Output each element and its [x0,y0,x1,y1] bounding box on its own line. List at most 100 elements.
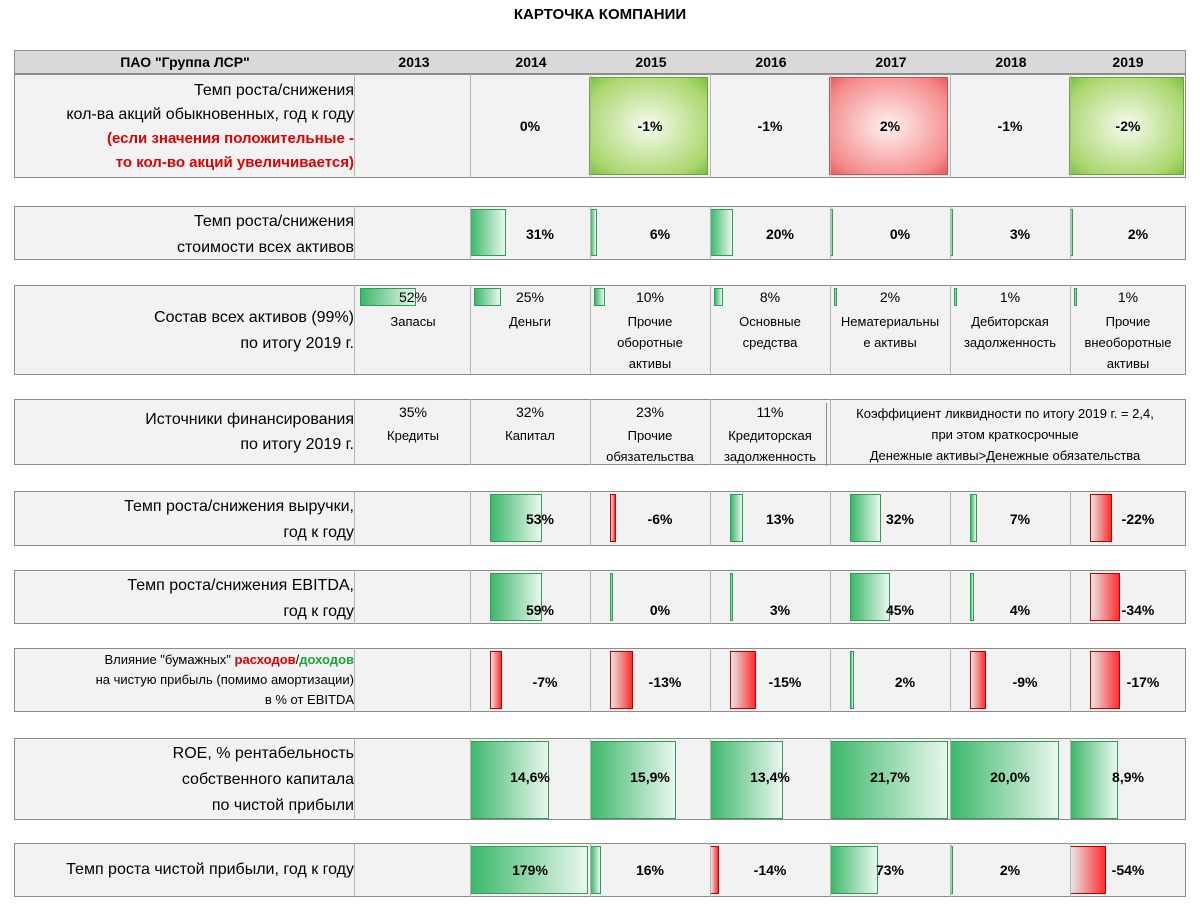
roe-label-1: ROE, % рентабельность [172,745,354,762]
col-sep-6-6 [1070,648,1071,712]
liquidity-note: Коэффициент ликвидности по итогу 2019 г.… [826,403,1183,466]
col-sep-8-3 [710,843,711,897]
asset-share-name: оборотные [617,335,683,350]
financing-name: Прочие [627,428,673,443]
col-sep-3-4 [830,399,831,465]
col-sep-5-1 [470,570,471,624]
net_profit-value: 73% [875,862,905,878]
paper-bar [490,651,503,709]
col-sep-5-3 [710,570,711,624]
asset-share-pct: 10% [635,289,665,305]
liquidity-line-2: при этом краткосрочные [931,427,1079,442]
col-sep-7-6 [1070,738,1071,820]
col-sep-8-1 [470,843,471,897]
asset-share-bar [714,288,723,306]
paper-value: -17% [1126,674,1160,690]
asset-share-name: задолженность [963,335,1057,350]
shares-note-2: то кол-во акций увеличивается) [115,154,354,171]
ebitda-bar [850,573,890,621]
roe-value: 15,9% [630,769,670,785]
col-sep-8-0 [354,843,355,897]
year-2018: 2018 [995,54,1027,70]
col-sep-6-4 [830,648,831,712]
asset-share-bar [954,288,957,306]
asset-share-pct: 52% [398,289,428,305]
col-sep-6-3 [710,648,711,712]
col-sep-7-2 [590,738,591,820]
company-name: ПАО "Группа ЛСР" [120,54,250,70]
paper-row [14,648,1186,712]
roe-bar [1070,741,1119,819]
header-row: ПАО "Группа ЛСР" 2013 2014 2015 2016 201… [14,50,1186,74]
col-sep-5-4 [830,570,831,624]
asset-share-name: активы [1106,356,1150,371]
paper-sep: / [295,652,300,667]
assets-growth-label-2: стоимости всех активов [177,239,354,256]
paper-bar [850,651,854,709]
ebitda-bar [610,573,613,621]
shares-value: 2% [879,118,901,134]
shares-value: -1% [637,118,663,134]
col-sep-8-4 [830,843,831,897]
col-sep-8-2 [590,843,591,897]
revenue-bar [490,494,542,542]
ebitda-bar [970,573,974,621]
ebitda-value: 4% [1009,602,1031,618]
ebitda-value: 59% [525,602,555,618]
revenue-value: 53% [525,511,555,527]
shares-2019-tile [1069,77,1184,175]
financing-label-1: Источники финансирования [145,411,354,428]
roe-label-2: собственного капитала [181,771,354,788]
col-sep-4-6 [1070,491,1071,546]
shares-2017-tile [829,77,948,175]
col-sep-2-3 [710,285,711,375]
asset-share-bar [594,288,605,306]
paper-value: -9% [1012,674,1038,690]
year-2016: 2016 [755,54,787,70]
col-sep-5-0 [354,570,355,624]
col-sep-5-2 [590,570,591,624]
net_profit-bar [830,846,879,894]
year-2014: 2014 [515,54,547,70]
financing-pct: 11% [756,404,784,420]
col-sep-0-2 [590,74,591,178]
asset-share-name: е активы [863,335,917,350]
roe-value: 20,0% [990,769,1030,785]
col-sep-2-5 [950,285,951,375]
col-sep-8-6 [1070,843,1071,897]
revenue-bar [1090,494,1112,542]
net_profit-bar [470,846,588,894]
financing-label-2: по итогу 2019 г. [240,436,354,453]
asset-share-pct: 25% [515,289,545,305]
year-2017: 2017 [875,54,907,70]
year-2015: 2015 [635,54,667,70]
asset-share-name: Нематериальны [840,314,940,329]
col-sep-1-3 [710,206,711,260]
col-sep-3-2 [590,399,591,465]
col-sep-1-4 [830,206,831,260]
paper-bar [1090,651,1120,709]
col-sep-7-0 [354,738,355,820]
col-sep-3-3 [710,399,711,465]
financing-row [14,399,1186,465]
ebitda-value: 0% [649,602,671,618]
col-sep-1-5 [950,206,951,260]
col-sep-1-2 [590,206,591,260]
net_profit-value: -54% [1111,862,1145,878]
col-sep-6-1 [470,648,471,712]
liquidity-line-1: Коэффициент ликвидности по итогу 2019 г.… [856,406,1154,421]
assets_growth-value: 2% [1127,226,1149,242]
shares-value: -2% [1115,118,1141,134]
col-sep-3-1 [470,399,471,465]
asset-share-name: внеоборотные [1084,335,1172,350]
revenue-label-2: год к году [283,524,354,541]
revenue-value: 13% [765,511,795,527]
revenue-label-1: Темп роста/снижения выручки, [124,498,354,515]
col-sep-7-3 [710,738,711,820]
asset-share-pct: 8% [759,289,781,305]
col-sep-2-0 [354,285,355,375]
col-sep-6-0 [354,648,355,712]
asset-share-bar [474,288,501,306]
shares-2015-tile [589,77,708,175]
paper-value: -7% [532,674,558,690]
